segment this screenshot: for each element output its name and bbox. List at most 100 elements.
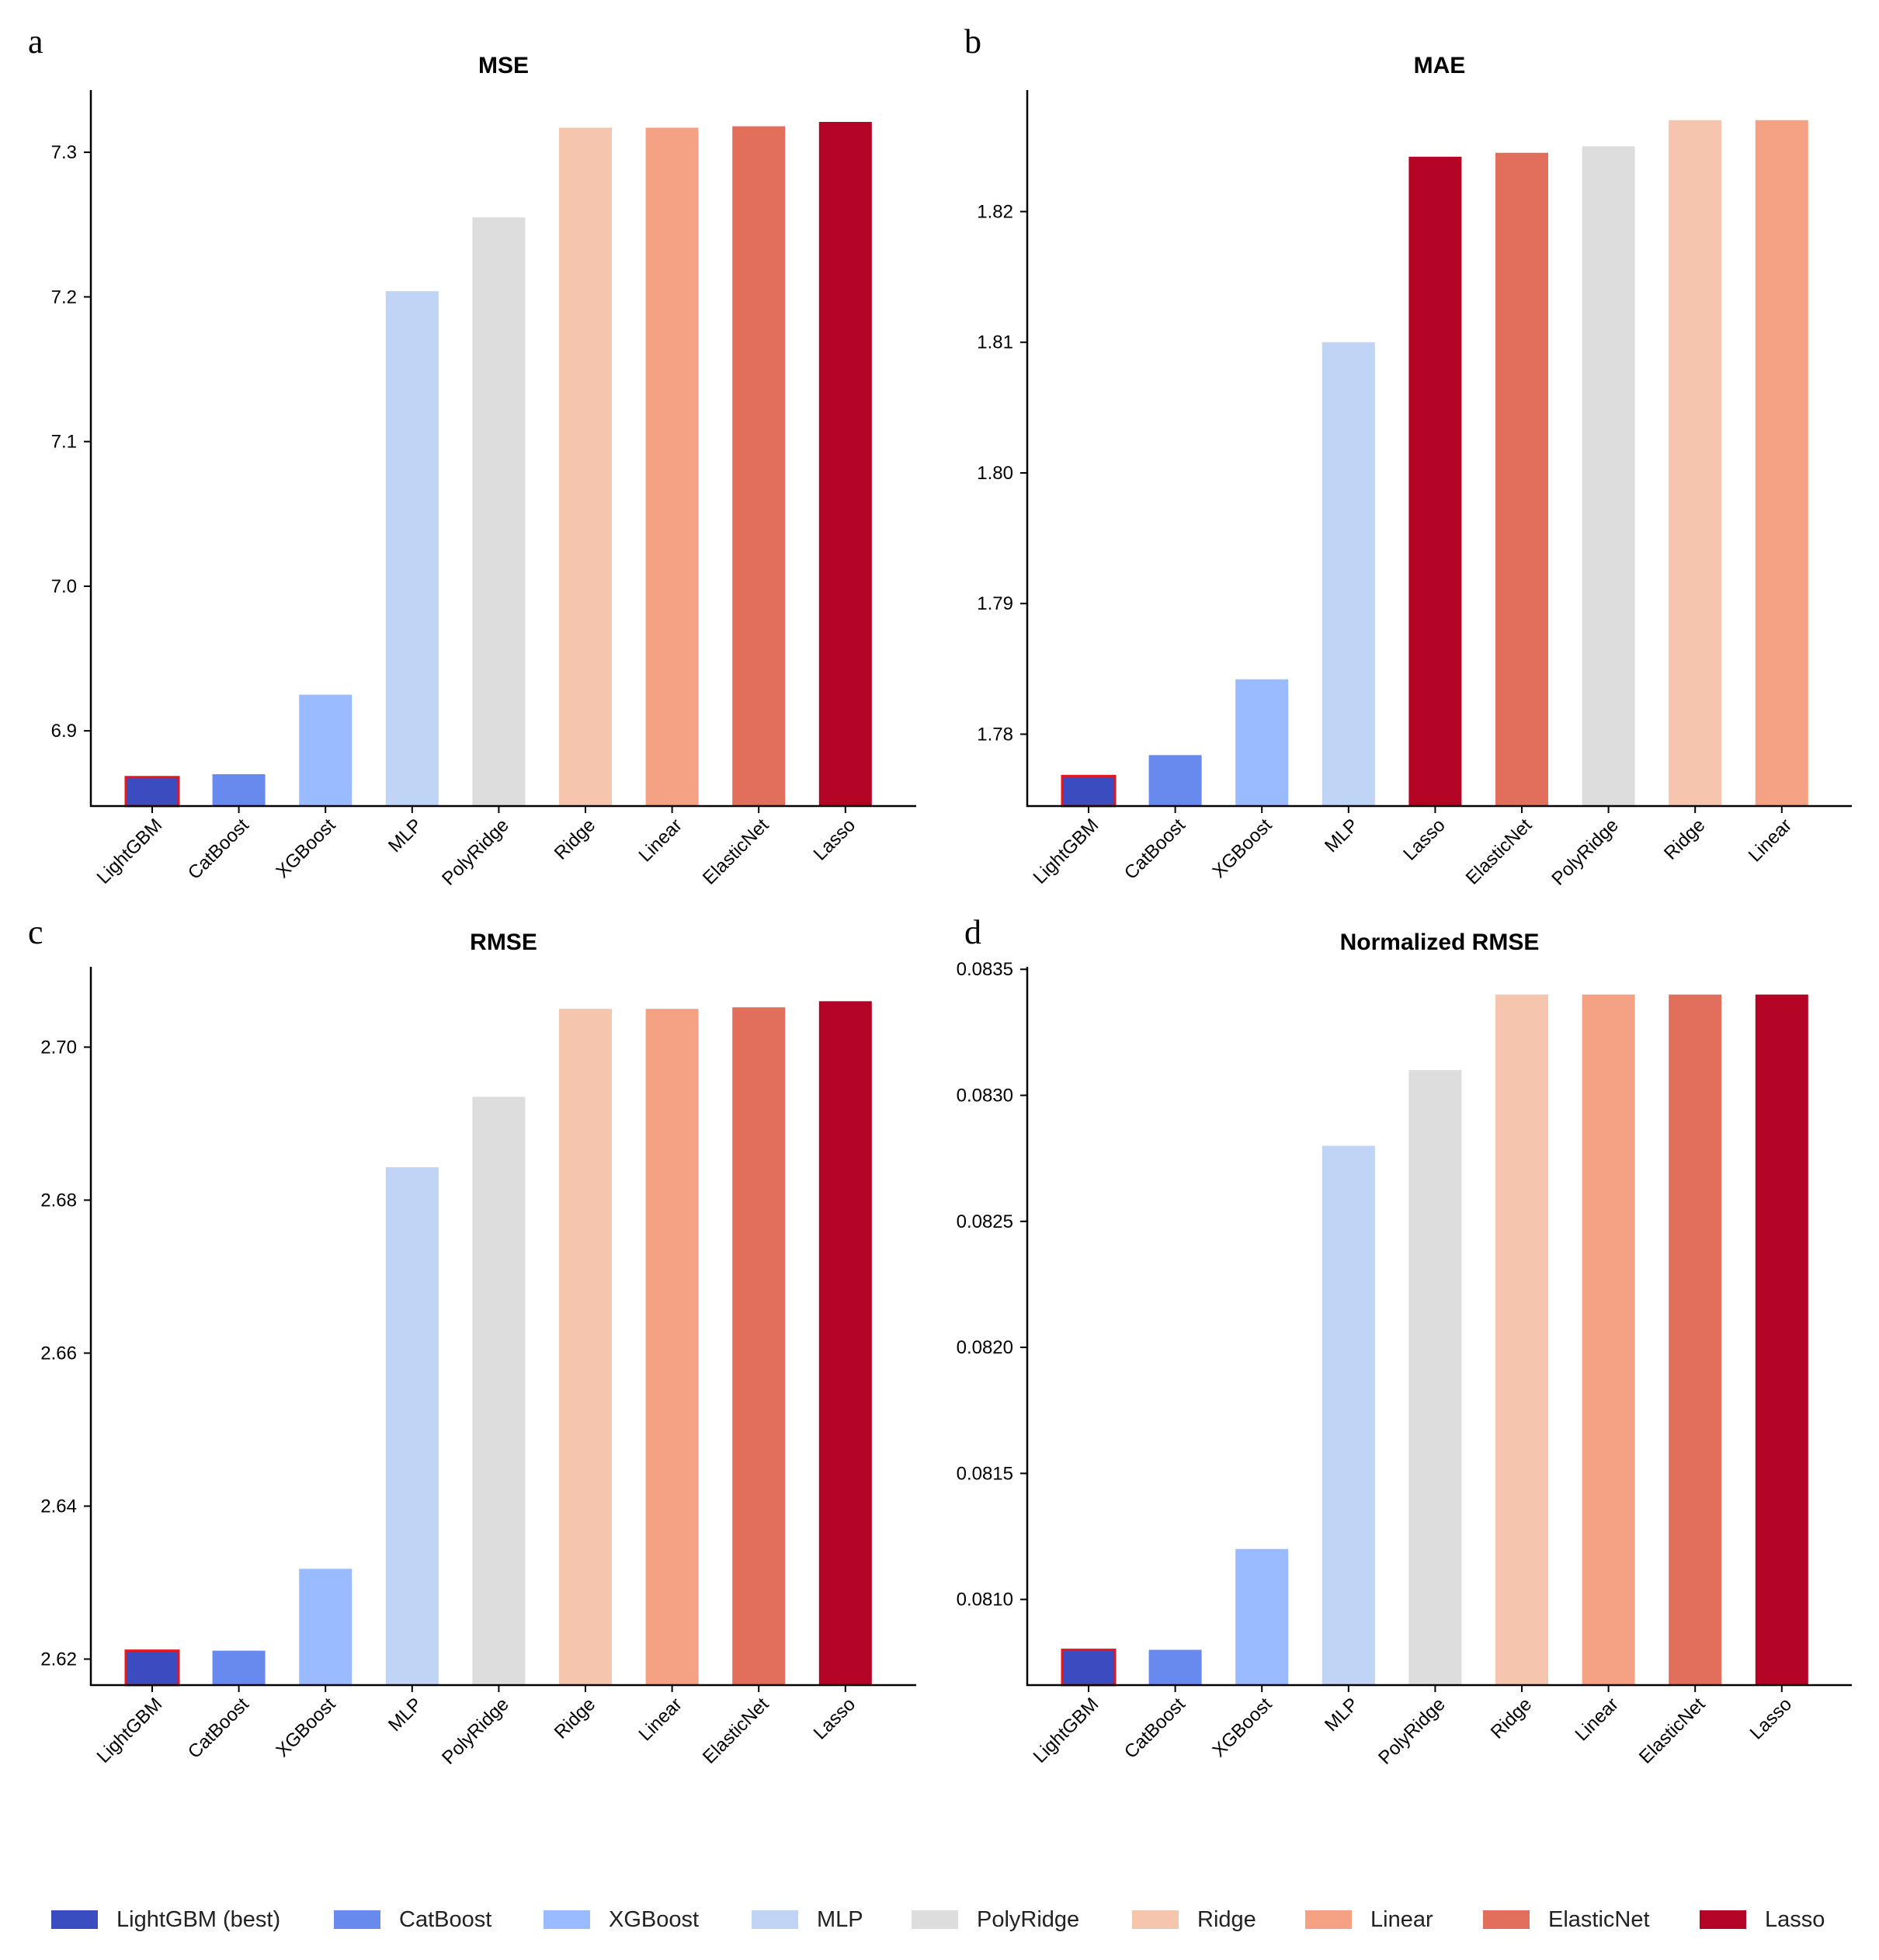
legend-swatch	[1483, 1910, 1530, 1929]
bar-lightgbm	[124, 776, 180, 808]
y-tick-label: 6.9	[51, 721, 77, 742]
bar-ridge	[559, 1009, 612, 1685]
x-tick-label: LightGBM	[1030, 815, 1103, 888]
x-tick-label: Ridge	[1660, 815, 1709, 864]
bar-linear	[645, 1009, 699, 1685]
bar-lasso	[818, 1001, 872, 1685]
x-tick-label: LightGBM	[93, 1694, 167, 1767]
legend-swatch	[544, 1910, 590, 1929]
bar-linear	[645, 127, 699, 806]
x-tick-label: Linear	[1745, 815, 1796, 866]
x-tick-label: PolyRidge	[1374, 1694, 1449, 1768]
bar-lasso	[1755, 994, 1808, 1685]
x-tick-label: MLP	[1321, 815, 1363, 857]
x-tick-label: CatBoost	[1120, 815, 1190, 884]
bar-catboost	[1148, 755, 1202, 806]
bar-lightgbm	[1061, 1649, 1117, 1687]
y-tick-label: 1.79	[977, 593, 1013, 614]
y-tick-label: 0.0810	[957, 1590, 1013, 1611]
legend-label: XGBoost	[609, 1906, 700, 1932]
bar-polyridge	[472, 1096, 526, 1685]
x-tick-label: MLP	[384, 815, 426, 857]
panel-letter: b	[964, 23, 981, 61]
y-tick-label: 7.1	[51, 432, 77, 453]
y-tick-label: 2.62	[40, 1649, 77, 1670]
bar-elasticnet	[1495, 152, 1548, 806]
x-tick-label: Linear	[1572, 1694, 1623, 1745]
legend-item: ElasticNet	[1483, 1895, 1650, 1944]
legend-label: PolyRidge	[977, 1906, 1080, 1932]
bar-xgboost	[299, 694, 353, 806]
panel-b: b MAE LightGBM CatBoost XGBoost MLP Lasso Elast…	[964, 23, 1852, 890]
panel-a: a MSE LightGBM CatBoost XGBoost MLP PolyRidge R…	[28, 23, 916, 890]
legend-item: MLP	[752, 1895, 863, 1944]
bar-catboost	[1148, 1649, 1202, 1685]
panel-c: c RMSE LightGBM CatBoost XGBoost MLP PolyRidge…	[28, 913, 916, 1769]
panel-letter: d	[964, 913, 981, 951]
x-tick-label: PolyRidge	[438, 1694, 512, 1768]
y-tick-label: 2.64	[40, 1496, 77, 1517]
y-tick-label: 1.82	[977, 201, 1013, 222]
bar-mlp	[1322, 342, 1375, 806]
x-tick-label: XGBoost	[1208, 815, 1276, 882]
legend-swatch	[1700, 1910, 1746, 1929]
chart-title: MSE	[478, 53, 529, 78]
x-tick-label: Linear	[635, 1694, 686, 1745]
legend-swatch	[752, 1910, 798, 1929]
y-tick-label: 7.3	[51, 142, 77, 163]
x-tick-label: MLP	[384, 1694, 426, 1736]
panel-letter: c	[28, 913, 43, 951]
x-tick-label: ElasticNet	[1462, 815, 1537, 889]
x-tick-label: ElasticNet	[699, 1694, 773, 1768]
legend-label: LightGBM (best)	[116, 1906, 281, 1932]
bar-linear	[1755, 120, 1808, 806]
legend-item: XGBoost	[544, 1895, 699, 1944]
bar-elasticnet	[732, 126, 786, 806]
y-tick-label: 1.81	[977, 332, 1013, 353]
legend-label: CatBoost	[399, 1906, 492, 1932]
bar-xgboost	[299, 1569, 353, 1685]
bar-polyridge	[472, 217, 526, 806]
legend-label: Ridge	[1197, 1906, 1256, 1932]
x-tick-label: Lasso	[810, 1694, 860, 1743]
x-tick-label: LightGBM	[93, 815, 167, 888]
bar-lasso	[1408, 156, 1462, 806]
legend-label: ElasticNet	[1548, 1906, 1650, 1932]
chart-title: MAE	[1414, 53, 1466, 78]
x-tick-label: LightGBM	[1030, 1694, 1103, 1767]
bar-elasticnet	[1669, 994, 1722, 1685]
x-tick-label: Lasso	[1746, 1694, 1796, 1743]
y-tick-label: 2.70	[40, 1037, 77, 1058]
bar-catboost	[212, 1650, 266, 1685]
x-tick-label: ElasticNet	[699, 815, 773, 889]
x-tick-label: XGBoost	[1208, 1694, 1276, 1761]
x-tick-label: PolyRidge	[1547, 815, 1622, 889]
bar-polyridge	[1408, 1070, 1462, 1685]
y-tick-label: 7.2	[51, 287, 77, 308]
bar-lasso	[818, 121, 872, 806]
legend-swatch	[1305, 1910, 1352, 1929]
y-tick-label: 0.0830	[957, 1086, 1013, 1107]
legend-item: PolyRidge	[912, 1895, 1079, 1944]
x-tick-label: MLP	[1321, 1694, 1363, 1736]
x-tick-label: Lasso	[1399, 815, 1449, 864]
legend-swatch	[334, 1910, 380, 1929]
y-tick-label: 0.0815	[957, 1463, 1013, 1484]
y-tick-label: 7.0	[51, 576, 77, 597]
y-tick-label: 1.78	[977, 724, 1013, 745]
x-tick-label: XGBoost	[272, 1694, 339, 1761]
bar-mlp	[1322, 1145, 1375, 1685]
bar-ridge	[559, 127, 612, 806]
legend-swatch	[1132, 1910, 1179, 1929]
legend: LightGBM (best) CatBoost XGBoost MLP PolyRid…	[0, 1895, 1879, 1944]
y-tick-label: 1.80	[977, 463, 1013, 484]
legend-swatch	[912, 1910, 958, 1929]
x-tick-label: CatBoost	[184, 1694, 253, 1763]
x-tick-label: Ridge	[551, 1694, 599, 1743]
panel-d: d Normalized RMSE LightGBM CatBoost XGBoost M…	[957, 913, 1852, 1769]
bar-lightgbm	[124, 1649, 180, 1687]
bar-mlp	[385, 290, 439, 807]
legend-label: Lasso	[1765, 1906, 1825, 1932]
legend-item: LightGBM (best)	[51, 1895, 280, 1944]
